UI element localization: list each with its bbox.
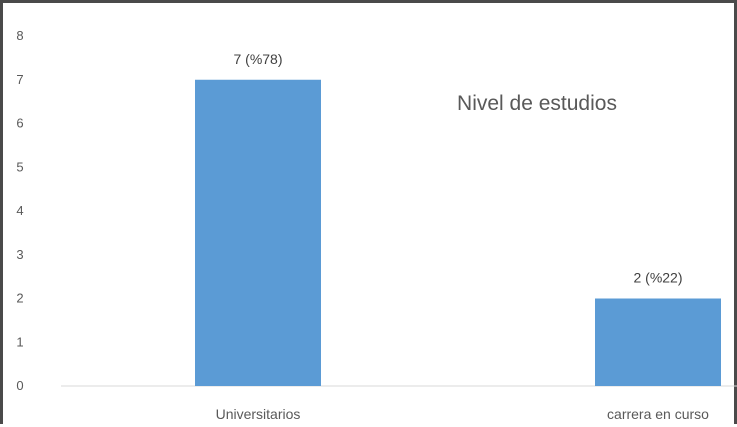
- y-tick-label: 3: [16, 247, 23, 262]
- y-axis-ticks: 0 1 2 3 4 5 6 7 8: [16, 28, 23, 393]
- bar: [595, 298, 721, 386]
- bars: [195, 79, 721, 386]
- y-tick-label: 1: [16, 334, 23, 349]
- y-tick-label: 7: [16, 72, 23, 87]
- data-labels: 7 (%78) 2 (%22): [233, 51, 682, 286]
- x-category-label: carrera en curso: [607, 406, 709, 422]
- chart-title: Nivel de estudios: [457, 92, 617, 115]
- bar-chart: 0 1 2 3 4 5 6 7 8 7 (%78) 2 (%22) Universitarios c…: [16, 28, 737, 422]
- y-tick-label: 5: [16, 159, 23, 174]
- bar-data-label: 2 (%22): [633, 270, 682, 286]
- x-category-label: Universitarios: [216, 406, 301, 422]
- category-labels: Universitarios carrera en curso: [216, 406, 710, 422]
- y-tick-label: 0: [16, 378, 23, 393]
- y-tick-label: 2: [16, 291, 23, 306]
- y-tick-label: 6: [16, 116, 23, 131]
- y-tick-label: 4: [16, 203, 23, 218]
- bar-data-label: 7 (%78): [233, 51, 282, 67]
- bar: [195, 79, 321, 386]
- y-tick-label: 8: [16, 28, 23, 43]
